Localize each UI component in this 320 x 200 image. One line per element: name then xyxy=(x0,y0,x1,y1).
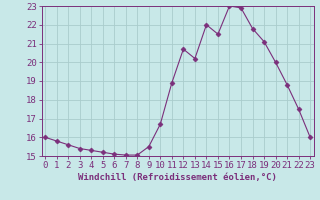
X-axis label: Windchill (Refroidissement éolien,°C): Windchill (Refroidissement éolien,°C) xyxy=(78,173,277,182)
